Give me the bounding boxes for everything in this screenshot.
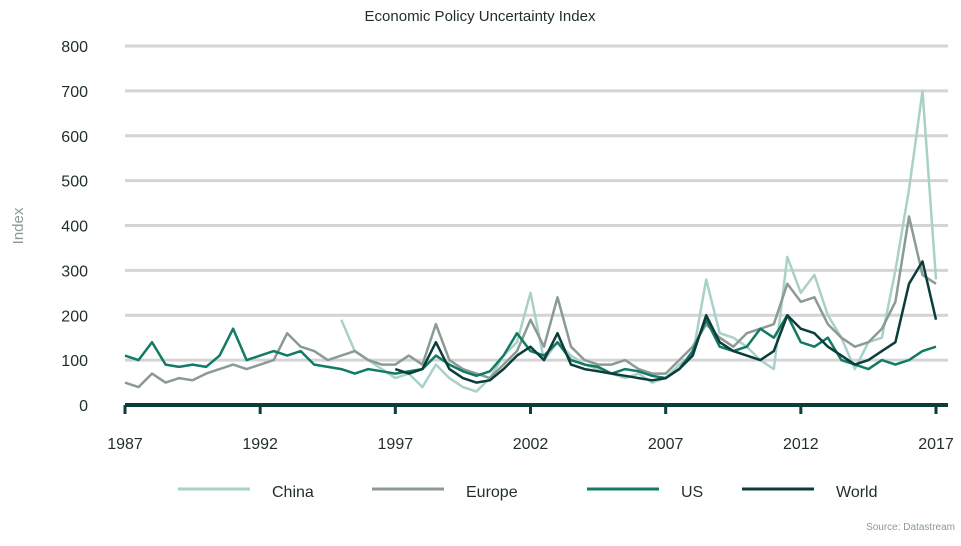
- x-tick-label: 2017: [918, 436, 954, 453]
- series-line-us: [124, 314, 937, 380]
- chart-title: Economic Policy Uncertainty Index: [365, 8, 596, 25]
- legend-label-china: China: [272, 484, 314, 501]
- x-tick-label: 1992: [242, 436, 278, 453]
- series-line-world: [394, 260, 938, 384]
- x-tick-label: 2012: [783, 436, 819, 453]
- y-tick-label: 100: [61, 353, 88, 370]
- y-axis-label: Index: [10, 207, 27, 244]
- y-tick-label: 0: [79, 398, 88, 415]
- y-tick-label: 600: [61, 129, 88, 146]
- legend-label-us: US: [681, 484, 703, 501]
- series-line-china: [340, 89, 938, 393]
- legend-label-europe: Europe: [466, 484, 518, 501]
- legend-label-world: World: [836, 484, 878, 501]
- x-tick-label: 1987: [107, 436, 143, 453]
- y-tick-label: 700: [61, 84, 88, 101]
- y-tick-label: 400: [61, 219, 88, 236]
- y-tick-label: 300: [61, 263, 88, 280]
- y-tick-label: 800: [61, 39, 88, 56]
- series-line-europe: [124, 215, 937, 389]
- y-tick-label: 500: [61, 174, 88, 191]
- x-tick-label: 2007: [648, 436, 684, 453]
- source-note: Source: Datastream: [866, 522, 955, 533]
- x-tick-label: 1997: [378, 436, 414, 453]
- x-tick-label: 2002: [513, 436, 549, 453]
- y-tick-label: 200: [61, 308, 88, 325]
